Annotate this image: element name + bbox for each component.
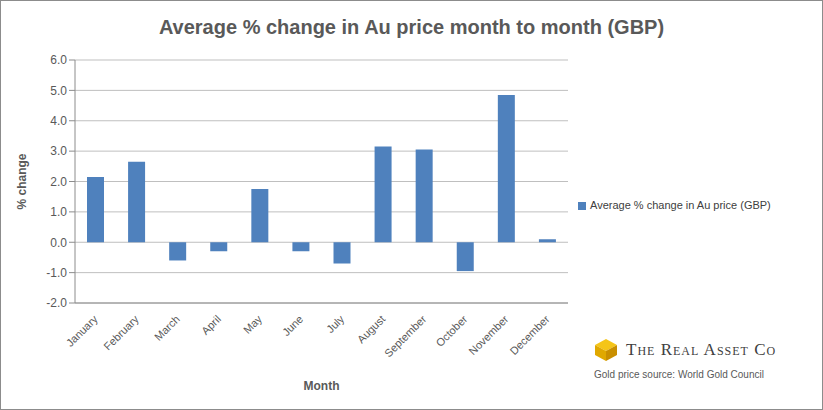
svg-text:April: April [199,313,223,337]
svg-text:4.0: 4.0 [50,114,67,128]
svg-text:March: March [152,313,182,343]
svg-text:July: July [324,312,347,335]
html-text:Average % change in Au price m: Average % change in Au price month to mo… [158,16,665,38]
svg-text:5.0: 5.0 [50,84,67,98]
svg-text:1.0: 1.0 [50,205,67,219]
svg-text:6.0: 6.0 [50,53,67,67]
html-text:Gold price source: World Gold: Gold price source: World Gold Council [594,369,764,380]
svg-text:October: October [433,313,469,349]
svg-text:December: December [507,313,552,358]
svg-text:Month: Month [304,379,340,393]
html-text:Average % change in Au price (: Average % change in Au price (GBP) [590,199,771,211]
svg-text:2.0: 2.0 [50,175,67,189]
svg-text:February: February [101,312,141,352]
svg-text:September: September [382,313,429,360]
svg-text:0.0: 0.0 [50,236,67,250]
svg-text:3.0: 3.0 [50,144,67,158]
svg-text:January: January [64,312,101,349]
svg-text:November: November [466,313,511,358]
svg-text:-2.0: -2.0 [46,296,67,310]
svg-text:June: June [280,313,305,338]
svg-text:-1.0: -1.0 [46,266,67,280]
svg-text:% change: % change [15,153,29,209]
svg-text:May: May [241,312,265,336]
svg-text:August: August [355,313,388,346]
html-text:The Real Asset Co: The Real Asset Co [626,340,777,359]
